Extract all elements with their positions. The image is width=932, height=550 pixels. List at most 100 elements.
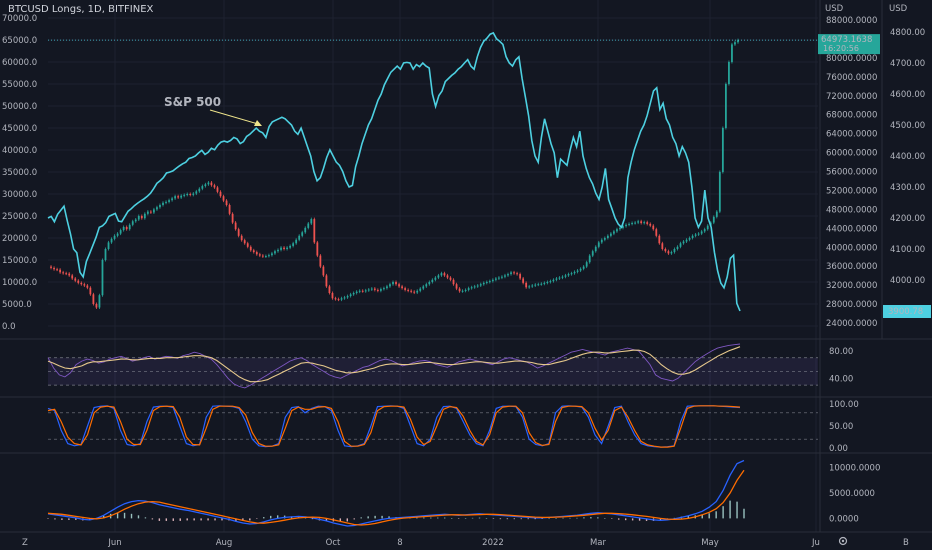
longs-candle bbox=[718, 172, 721, 212]
unit-label-right-axis: USD bbox=[889, 4, 908, 14]
sp500-last-badge bbox=[883, 305, 931, 318]
annotation-layer: S&P 500 bbox=[164, 95, 262, 126]
longs-candle bbox=[92, 294, 95, 304]
longs-candle bbox=[71, 275, 74, 279]
longs-candle bbox=[180, 195, 183, 198]
longs-candle bbox=[68, 273, 71, 276]
longs-candle bbox=[437, 275, 440, 278]
macd-histogram-bar bbox=[583, 517, 585, 519]
macd-histogram-bar bbox=[221, 518, 223, 521]
longs-candle bbox=[697, 233, 700, 235]
longs-candle bbox=[558, 277, 561, 279]
macd-histogram-bar bbox=[597, 517, 599, 519]
longs-candle bbox=[364, 290, 367, 292]
mid-axis-label: 44000.0000 bbox=[826, 224, 877, 234]
longs-candle bbox=[204, 184, 207, 187]
macd-histogram-bar bbox=[555, 518, 557, 519]
left-axis-label: 40000.0 bbox=[2, 146, 37, 156]
macd-line bbox=[47, 459, 745, 527]
macd-axis-label: 5000.0000 bbox=[829, 489, 875, 499]
longs-candle bbox=[476, 285, 479, 287]
left-axis-label: 35000.0 bbox=[2, 168, 37, 178]
time-axis-label: Jun bbox=[107, 538, 121, 548]
macd-histogram-bar bbox=[151, 518, 154, 520]
mid-axis-label: 64000.0000 bbox=[826, 130, 877, 140]
mid-axis-label: 52000.0000 bbox=[826, 186, 877, 196]
longs-candle bbox=[280, 247, 282, 250]
longs-candle bbox=[101, 260, 104, 296]
macd-histogram-bar bbox=[353, 518, 355, 520]
longs-candle bbox=[389, 284, 391, 287]
macd-histogram-bar bbox=[430, 517, 432, 519]
macd-histogram-bar bbox=[471, 517, 474, 519]
longs-candle bbox=[316, 242, 319, 256]
left-axis-label: 50000.0 bbox=[2, 102, 37, 112]
last-price-badge-time: 16:20:56 bbox=[823, 44, 859, 53]
macd-histogram-bar bbox=[527, 518, 529, 520]
time-axis-label: 2022 bbox=[482, 538, 504, 548]
longs-candle bbox=[606, 235, 609, 238]
longs-candle bbox=[134, 219, 137, 222]
gear-icon bbox=[838, 536, 848, 546]
left-axis-label: 25000.0 bbox=[2, 212, 37, 222]
left-axis-label: 10000.0 bbox=[2, 278, 37, 288]
longs-candle bbox=[264, 256, 267, 258]
longs-candle bbox=[168, 200, 170, 202]
longs-candle bbox=[110, 238, 113, 243]
longs-candle bbox=[289, 245, 292, 248]
longs-candle bbox=[298, 235, 301, 240]
macd-histogram-bar bbox=[729, 500, 731, 519]
longs-candle bbox=[513, 272, 515, 274]
longs-candle bbox=[62, 272, 65, 274]
longs-candle bbox=[619, 227, 621, 230]
longs-candle bbox=[737, 40, 739, 43]
longs-candle bbox=[50, 266, 52, 268]
longs-candle bbox=[252, 250, 255, 253]
macd-histogram-bar bbox=[520, 518, 522, 520]
longs-candle bbox=[56, 269, 58, 271]
macd-histogram-bar bbox=[548, 518, 550, 519]
longs-candle bbox=[682, 241, 685, 244]
longs-candle bbox=[724, 84, 727, 128]
macd-histogram-bar bbox=[47, 518, 49, 519]
macd-histogram-bar bbox=[673, 517, 676, 519]
longs-candle bbox=[564, 275, 567, 277]
longs-candle bbox=[210, 182, 213, 186]
zoom-z-icon: Z bbox=[22, 538, 28, 548]
longs-candle bbox=[334, 298, 337, 300]
longs-candle bbox=[634, 222, 637, 224]
longs-candle bbox=[295, 239, 298, 244]
longs-candle bbox=[343, 297, 346, 299]
longs-candle bbox=[591, 251, 594, 256]
longs-candle bbox=[146, 211, 149, 214]
longs-candle bbox=[352, 293, 355, 295]
longs-candle bbox=[679, 243, 682, 247]
longs-candle bbox=[198, 188, 201, 192]
longs-candle bbox=[228, 205, 231, 214]
longs-candle bbox=[213, 185, 216, 188]
longs-candle bbox=[470, 287, 473, 289]
macd-histogram-bar bbox=[374, 515, 376, 519]
longs-candle bbox=[86, 285, 89, 288]
longs-candle bbox=[83, 284, 86, 286]
longs-candle bbox=[570, 273, 573, 275]
longs-candle bbox=[706, 225, 709, 230]
longs-candle bbox=[637, 221, 640, 223]
longs-candle bbox=[143, 213, 146, 219]
longs-candle bbox=[694, 234, 697, 236]
macd-histogram-bar bbox=[89, 518, 91, 520]
longs-candle bbox=[715, 211, 718, 217]
macd-histogram-bar bbox=[631, 518, 634, 521]
longs-candle bbox=[325, 275, 328, 287]
left-axis-label: 5000.0 bbox=[2, 300, 32, 310]
longs-candle bbox=[392, 282, 394, 285]
longs-candle bbox=[528, 286, 531, 288]
macd-signal-line bbox=[47, 469, 745, 526]
macd-histogram-bar bbox=[736, 501, 738, 519]
longs-candle bbox=[386, 286, 388, 289]
longs-candle bbox=[549, 281, 552, 283]
longs-candle bbox=[153, 209, 155, 213]
symbol-title: BTCUSD Longs, 1D, BITFINEX bbox=[8, 4, 154, 15]
